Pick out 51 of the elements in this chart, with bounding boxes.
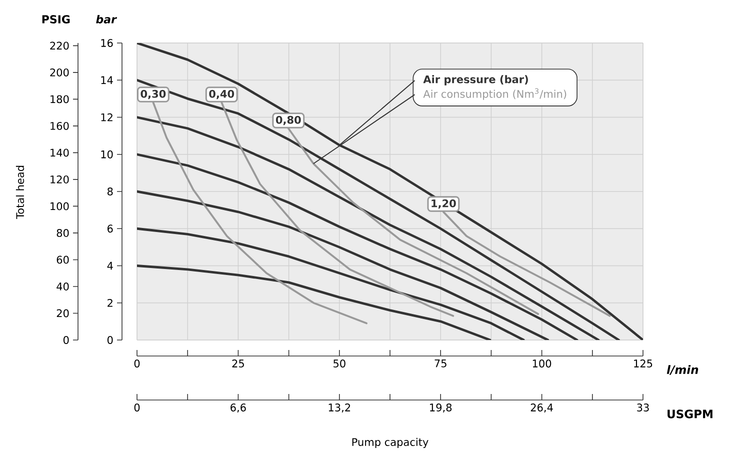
x-tick-label: 50 — [334, 360, 346, 368]
y-tick-label: 0 — [107, 336, 113, 344]
y-tick-label: 6 — [108, 224, 113, 233]
y2-tick-label: 220 — [50, 42, 69, 50]
line-series — [137, 153, 578, 340]
y-tick-label: 2 — [108, 298, 112, 307]
y2-tick-label: 20 — [56, 309, 69, 318]
y-tick-label: 16 — [101, 39, 113, 47]
y2-tick-label: 80 — [56, 228, 69, 237]
x2-tick-label: 13,2 — [328, 404, 350, 413]
y-tick-label: 8 — [108, 188, 113, 196]
annotation: 1,20 — [432, 199, 456, 209]
line-series — [137, 190, 550, 340]
y2-tick-label: 0 — [63, 336, 69, 344]
x2-tick-label: 19,8 — [430, 404, 452, 413]
x-tick-label: 0 — [134, 360, 140, 368]
x2-tick-label: 0 — [134, 404, 140, 412]
annotation: 0,80 — [276, 116, 301, 126]
y2-tick-label: 60 — [56, 256, 69, 264]
y-tick-label: 12 — [101, 113, 112, 122]
text: Pump capacity — [352, 438, 428, 448]
x-tick-label: 75 — [434, 360, 446, 368]
text: Total head — [16, 166, 24, 220]
y2-tick-label: 100 — [50, 202, 69, 210]
line-series — [137, 116, 600, 340]
y2-tick-label: 40 — [56, 282, 69, 290]
x2-tick-label: 6,6 — [230, 404, 246, 413]
x2-tick-label: 33 — [637, 404, 649, 412]
annotation: Air pressure (bar) — [423, 75, 528, 86]
annotation: 0,40 — [209, 90, 234, 100]
line-series — [137, 42, 643, 340]
y2-axis-title: PSIG — [42, 15, 70, 24]
y2-tick-label: 180 — [50, 95, 69, 104]
annotation: 0,30 — [140, 90, 166, 100]
x-axis-title: l/min — [666, 365, 698, 375]
line-series — [137, 227, 525, 340]
x-tick-label: 125 — [634, 360, 652, 368]
x2-tick-label: 26,4 — [530, 404, 553, 413]
x-tick-label: 25 — [232, 360, 244, 368]
y2-tick-label: 200 — [50, 68, 69, 76]
y2-tick-label: 140 — [50, 148, 69, 157]
y2-tick-label: 160 — [50, 122, 69, 130]
annotation: Air consumption (Nm$^{3}$/min) — [423, 88, 566, 100]
x-tick-label: 100 — [532, 360, 552, 368]
line-series — [137, 264, 492, 340]
x2-axis-title: USGPM — [668, 410, 712, 418]
y-axis-title: bar — [96, 14, 118, 24]
y-tick-label: 10 — [101, 150, 113, 158]
y2-tick-label: 120 — [50, 175, 69, 184]
y-tick-label: 4 — [107, 262, 113, 270]
y-tick-label: 14 — [101, 76, 113, 84]
